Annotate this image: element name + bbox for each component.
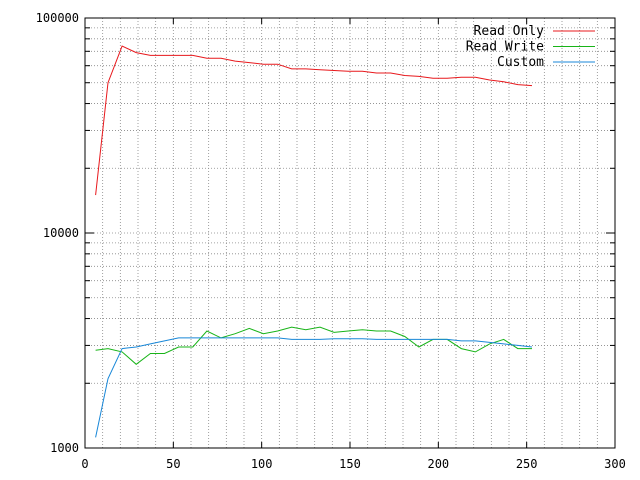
x-tick-label: 150 bbox=[339, 457, 361, 471]
axis-ticks: 0 50 100 150 200 250 300 1000 10000 100000 bbox=[36, 11, 626, 471]
y-tick-label: 1000 bbox=[50, 441, 79, 455]
y-tick-label: 100000 bbox=[36, 11, 79, 25]
x-tick-label: 300 bbox=[604, 457, 626, 471]
x-tick-label: 200 bbox=[427, 457, 449, 471]
grid-lines bbox=[85, 18, 615, 448]
x-tick-label: 50 bbox=[166, 457, 180, 471]
x-tick-label: 250 bbox=[516, 457, 538, 471]
series-line-read-only bbox=[95, 45, 533, 196]
series-layer bbox=[95, 45, 533, 438]
series-line-read-write bbox=[95, 326, 532, 365]
x-tick-label: 0 bbox=[81, 457, 88, 471]
series-line-custom bbox=[95, 337, 533, 438]
legend-label-custom: Custom bbox=[497, 55, 544, 70]
y-tick-label: 10000 bbox=[43, 226, 79, 240]
legend-label-read-only: Read Only bbox=[474, 24, 545, 39]
x-tick-label: 100 bbox=[251, 457, 273, 471]
legend-label-read-write: Read Write bbox=[466, 40, 544, 55]
